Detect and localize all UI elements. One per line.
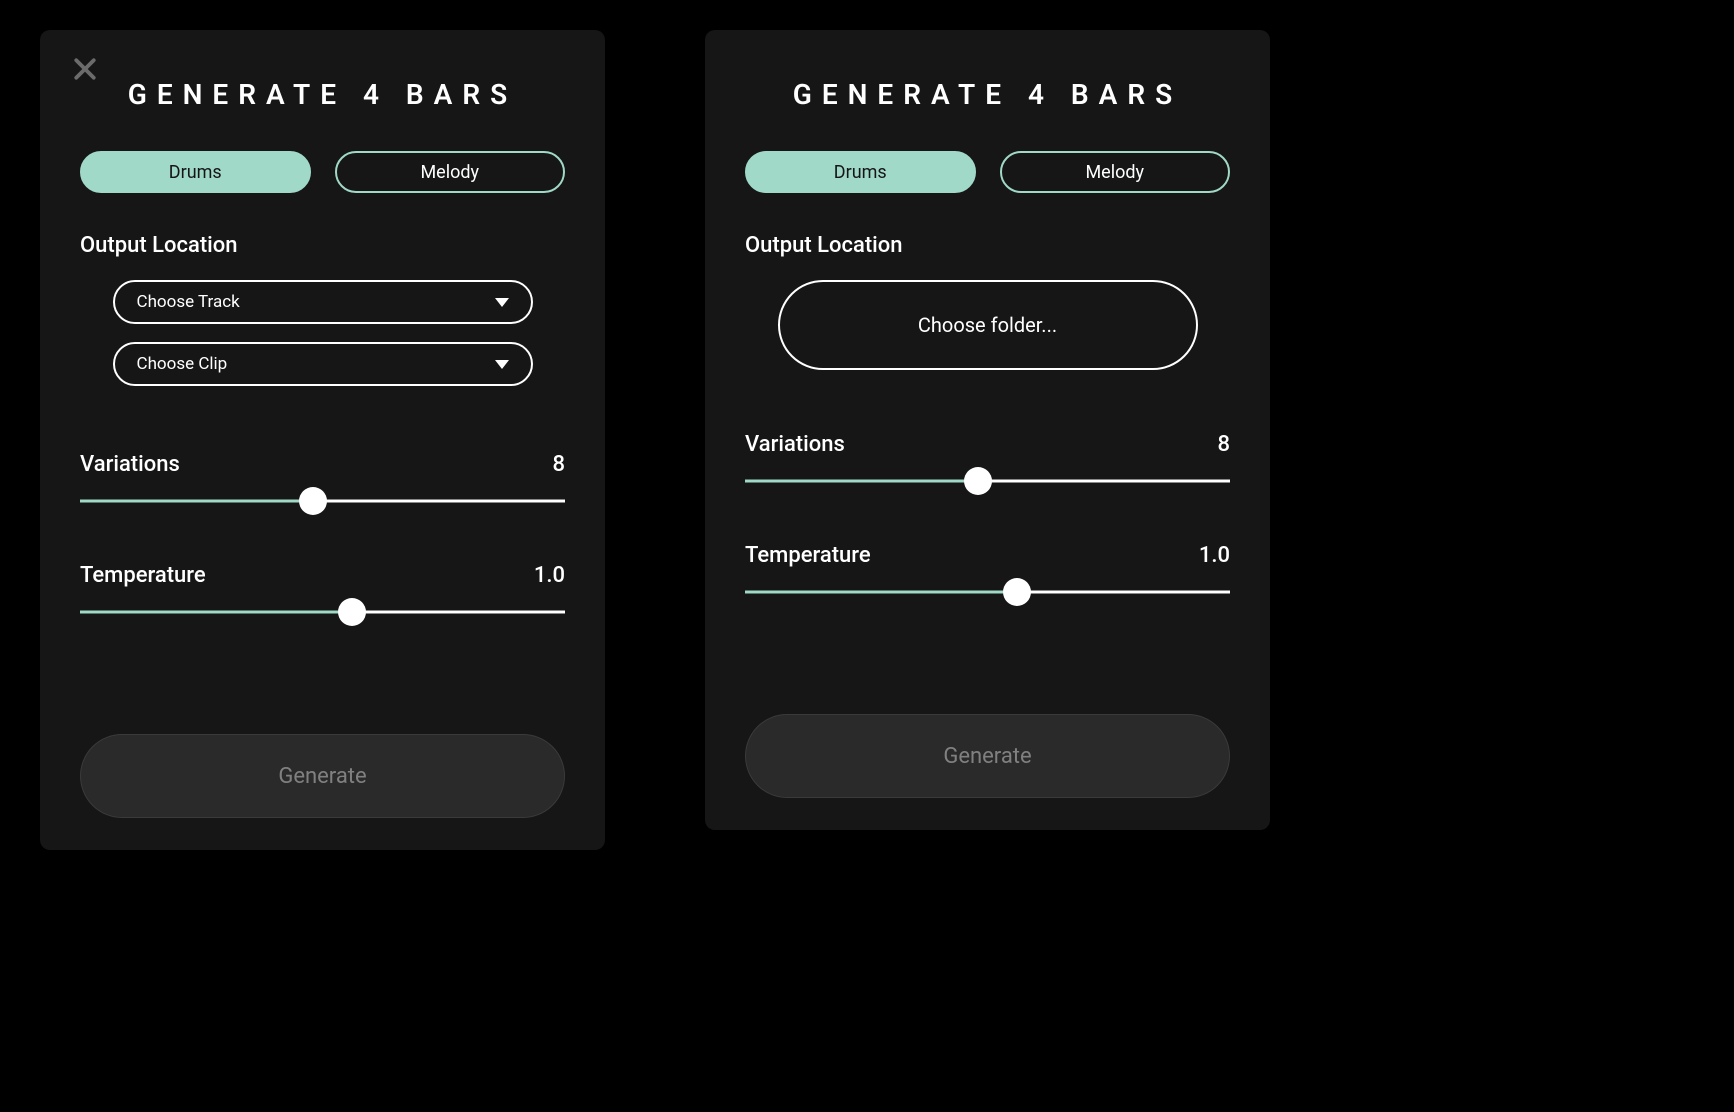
temperature-label: Temperature	[80, 563, 206, 588]
slider-fill	[80, 500, 313, 503]
tab-drums[interactable]: Drums	[745, 151, 976, 193]
variations-section: Variations 8	[745, 432, 1230, 495]
choose-track-dropdown[interactable]: Choose Track	[113, 280, 533, 324]
slider-thumb[interactable]	[964, 467, 992, 495]
tab-melody[interactable]: Melody	[1000, 151, 1231, 193]
variations-section: Variations 8	[80, 452, 565, 515]
generate-panel-a: GENERATE 4 BARS Drums Melody Output Loca…	[40, 30, 605, 850]
caret-down-icon	[495, 298, 509, 307]
temperature-value: 1.0	[1199, 543, 1230, 568]
output-location-label: Output Location	[745, 233, 1230, 258]
variations-value: 8	[1217, 432, 1230, 457]
dropdown-label: Choose Clip	[137, 354, 228, 374]
slider-thumb[interactable]	[1003, 578, 1031, 606]
temperature-slider[interactable]	[745, 578, 1230, 606]
slider-fill	[745, 480, 978, 483]
tab-drums[interactable]: Drums	[80, 151, 311, 193]
generate-button[interactable]: Generate	[745, 714, 1230, 798]
variations-label: Variations	[745, 432, 845, 457]
slider-fill	[80, 611, 352, 614]
slider-thumb[interactable]	[338, 598, 366, 626]
variations-slider[interactable]	[80, 487, 565, 515]
tab-row: Drums Melody	[745, 151, 1230, 193]
choose-clip-dropdown[interactable]: Choose Clip	[113, 342, 533, 386]
temperature-section: Temperature 1.0	[80, 563, 565, 626]
variations-slider[interactable]	[745, 467, 1230, 495]
panel-title: GENERATE 4 BARS	[80, 78, 565, 111]
caret-down-icon	[495, 360, 509, 369]
close-icon[interactable]	[70, 54, 100, 84]
generate-panel-b: GENERATE 4 BARS Drums Melody Output Loca…	[705, 30, 1270, 830]
variations-label: Variations	[80, 452, 180, 477]
tab-row: Drums Melody	[80, 151, 565, 193]
tab-melody[interactable]: Melody	[335, 151, 566, 193]
temperature-value: 1.0	[534, 563, 565, 588]
slider-fill	[745, 591, 1017, 594]
temperature-section: Temperature 1.0	[745, 543, 1230, 606]
slider-thumb[interactable]	[299, 487, 327, 515]
temperature-slider[interactable]	[80, 598, 565, 626]
variations-value: 8	[552, 452, 565, 477]
dropdown-label: Choose Track	[137, 292, 240, 312]
panel-title: GENERATE 4 BARS	[745, 78, 1230, 111]
output-location-label: Output Location	[80, 233, 565, 258]
generate-button[interactable]: Generate	[80, 734, 565, 818]
temperature-label: Temperature	[745, 543, 871, 568]
choose-folder-button[interactable]: Choose folder...	[778, 280, 1198, 370]
